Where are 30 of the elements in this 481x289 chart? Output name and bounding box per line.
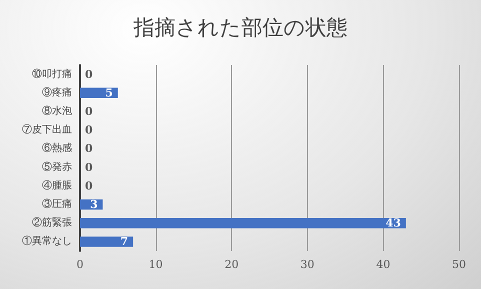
y-tick-label: ①異常なし <box>22 235 72 248</box>
x-tick-label: 30 <box>300 258 314 271</box>
y-tick-label: ⑩叩打痛 <box>32 68 72 80</box>
x-tick-label: 50 <box>452 258 466 271</box>
data-label: 0 <box>85 179 93 192</box>
bar <box>80 218 406 228</box>
y-tick-label: ⑥熱感 <box>42 142 72 154</box>
x-tick-label: 20 <box>224 258 239 271</box>
x-tick-label: 10 <box>148 258 163 271</box>
y-tick-label: ③圧痛 <box>42 198 72 210</box>
x-tick-label: 0 <box>76 258 84 271</box>
data-label: 0 <box>85 105 93 118</box>
data-label: 3 <box>90 198 98 211</box>
bar <box>80 236 134 247</box>
data-label: 0 <box>85 160 93 174</box>
data-label: 7 <box>120 235 128 248</box>
x-tick-label: 40 <box>376 258 390 271</box>
y-tick-label: ⑤発赤 <box>42 160 72 173</box>
y-tick-label: ⑨疼痛 <box>42 86 72 98</box>
data-label: 0 <box>85 124 93 137</box>
chart-title: 指摘された部位の状態 <box>132 16 348 40</box>
data-label: 5 <box>105 86 113 100</box>
data-label: 0 <box>85 68 93 81</box>
data-label: 43 <box>386 216 401 230</box>
bar <box>80 88 118 98</box>
y-tick-label: ②筋緊張 <box>32 216 72 229</box>
data-label: 0 <box>85 142 93 156</box>
y-tick-label: ⑦皮下出血 <box>22 124 72 136</box>
y-tick-label: ④腫脹 <box>42 179 72 192</box>
y-tick-label: ⑧水泡 <box>42 105 72 117</box>
